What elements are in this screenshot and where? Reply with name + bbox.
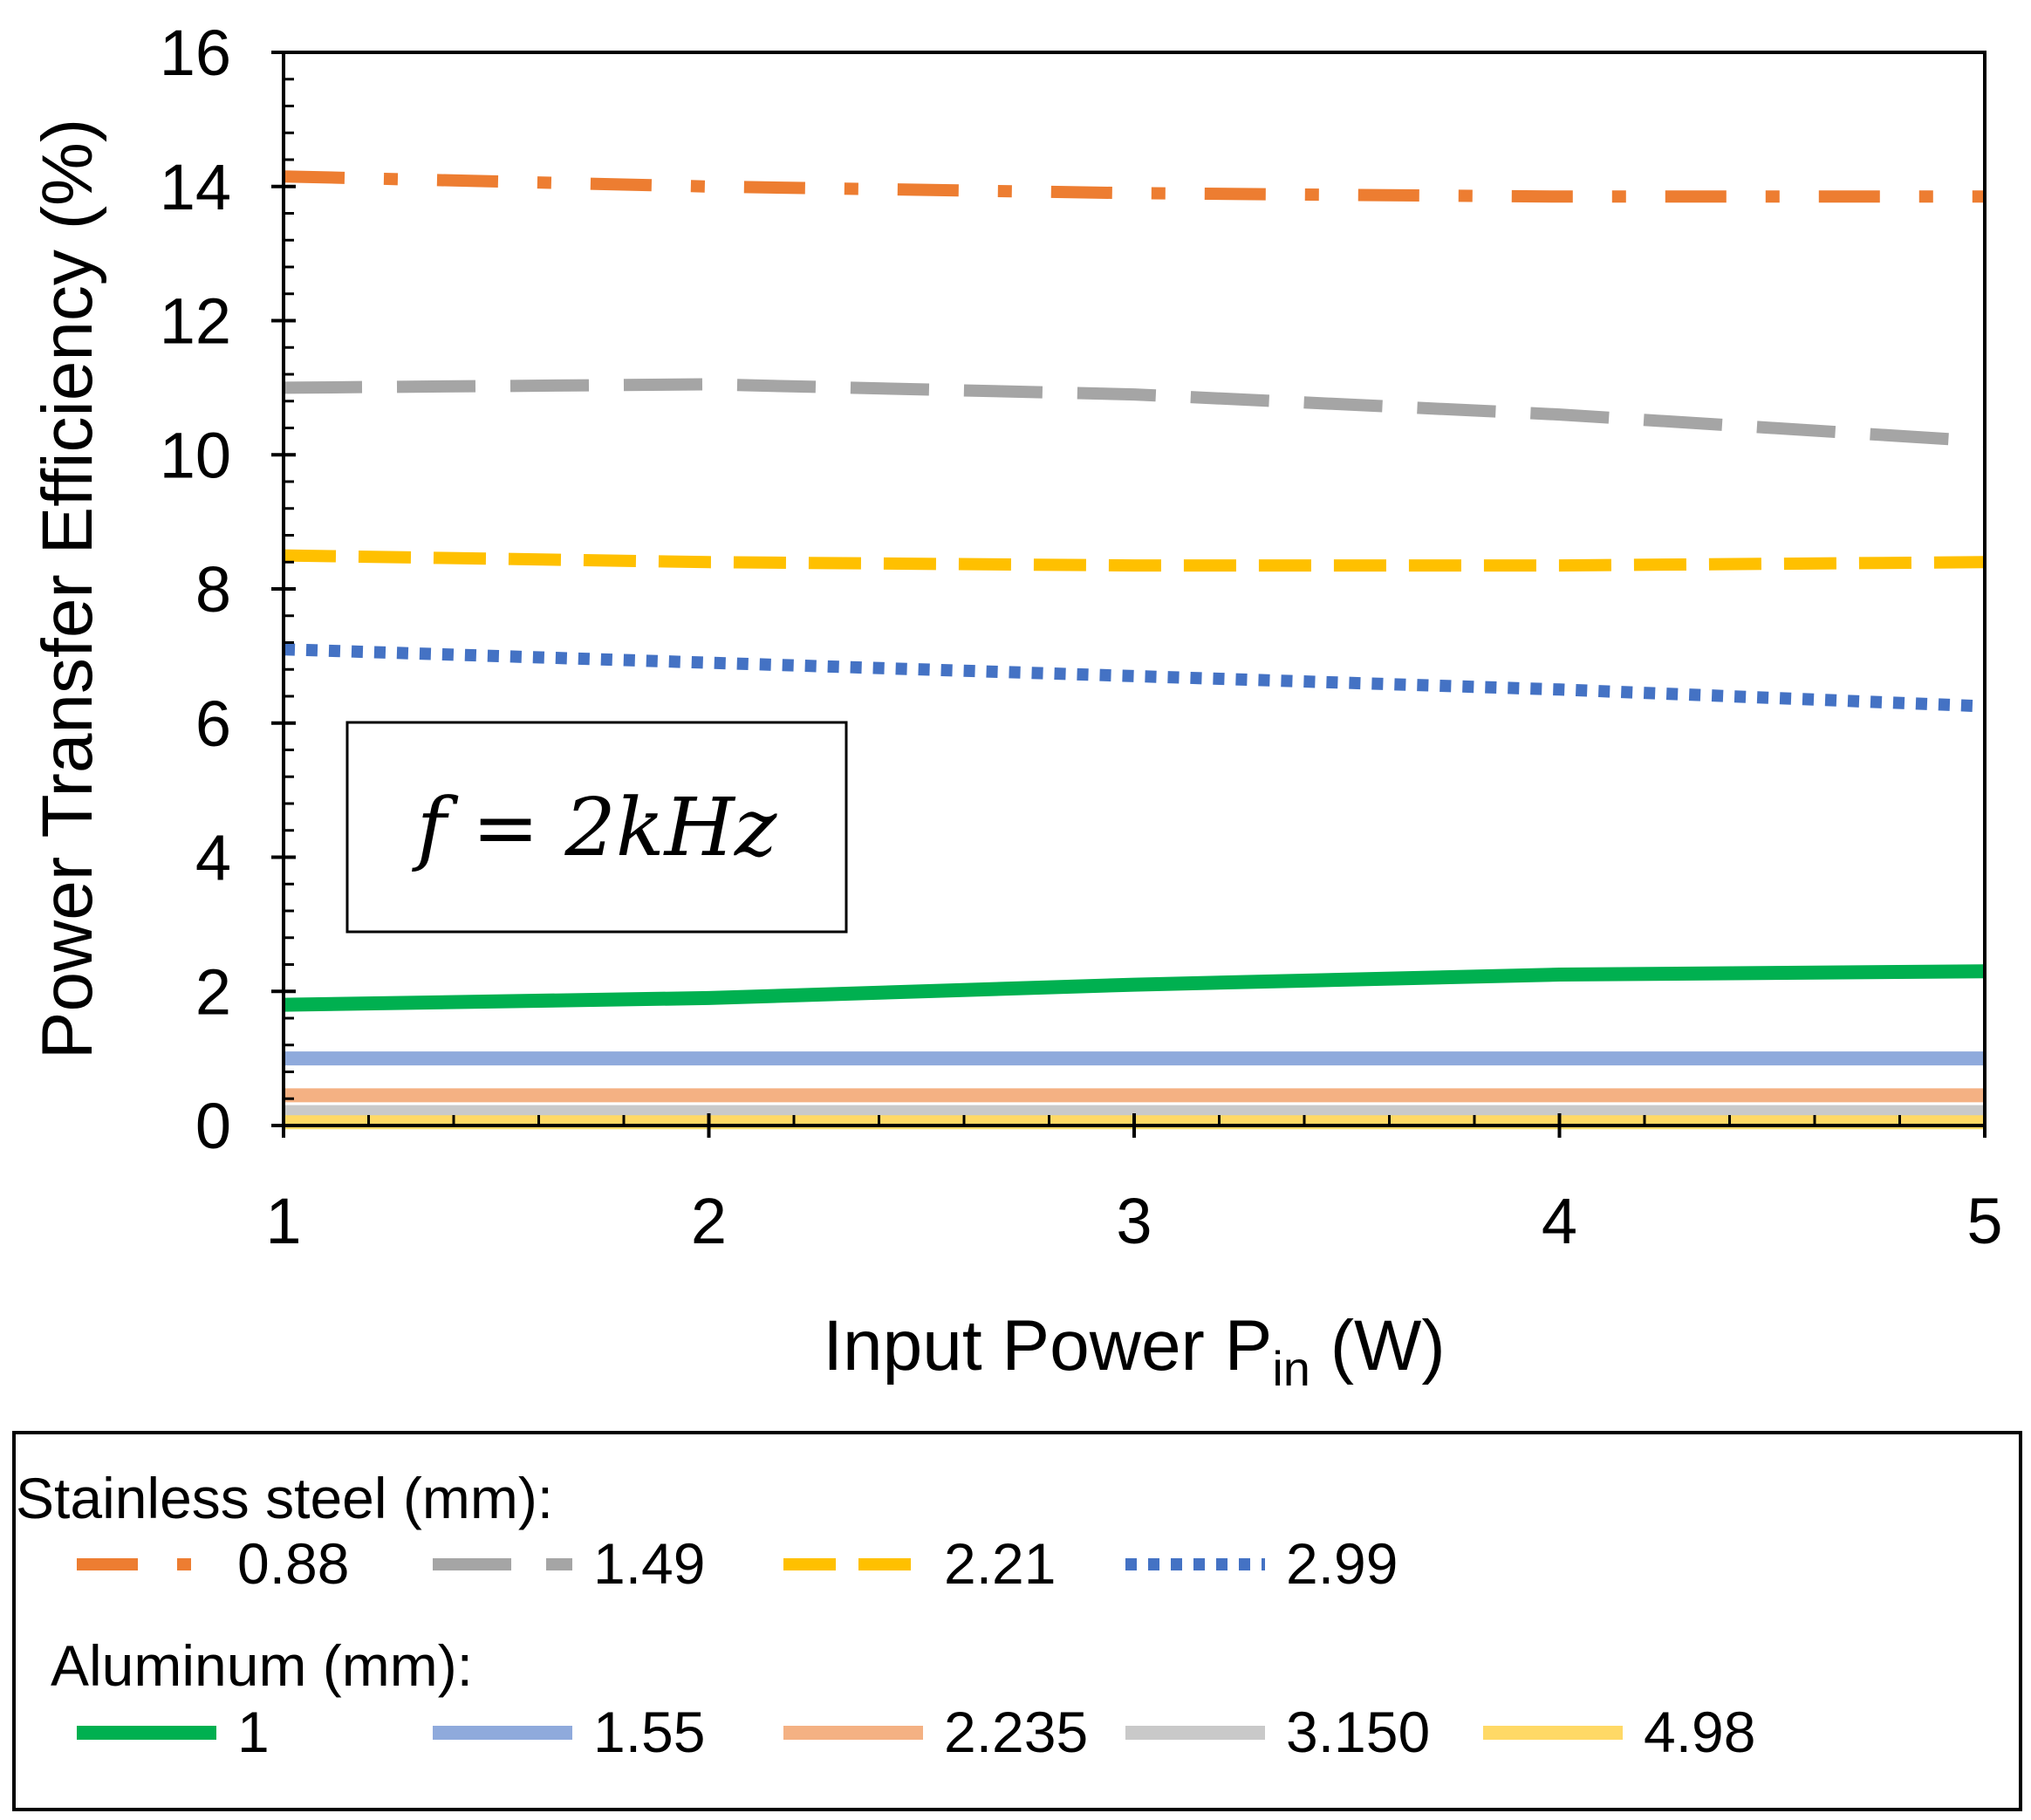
x-axis-title-unit: (W) — [1310, 1306, 1446, 1386]
y-tick-label: 10 — [160, 419, 231, 491]
y-tick-label: 14 — [160, 151, 231, 223]
legend-label-0-88: 0.88 — [237, 1531, 349, 1596]
legend-label-1-49: 1.49 — [593, 1531, 705, 1596]
x-axis-title: Input Power Pin (W) — [823, 1306, 1445, 1396]
legend-label-3-150: 3.150 — [1286, 1700, 1430, 1764]
y-tick-label: 16 — [160, 17, 231, 89]
annotation-text: f = 2kHz — [412, 781, 777, 874]
legend-frame — [12, 1431, 2022, 1811]
series-layer — [283, 170, 1986, 1130]
series-line-2-21 — [283, 549, 1986, 572]
y-axis-title: Power Transfer Efficiency (%) — [28, 119, 107, 1060]
y-tick-label: 12 — [160, 285, 231, 358]
series-line-1-49 — [283, 378, 1986, 448]
legend-label-2-99: 2.99 — [1286, 1531, 1398, 1596]
x-axis-title-subscript: in — [1272, 1341, 1310, 1396]
y-tick-label: 6 — [195, 688, 231, 760]
series-line-0-88 — [283, 170, 1985, 203]
x-tick-label: 3 — [1116, 1185, 1152, 1257]
legend-label-2-21: 2.21 — [944, 1531, 1056, 1596]
x-tick-label: 5 — [1966, 1185, 2002, 1257]
annotation-frame — [345, 721, 848, 934]
legend-label-1-55: 1.55 — [593, 1700, 705, 1764]
y-tick-label: 0 — [195, 1090, 231, 1162]
y-tick-label: 2 — [195, 955, 231, 1028]
x-tick-label: 4 — [1542, 1185, 1577, 1257]
legend-group-label: Stainless steel (mm): — [16, 1466, 553, 1530]
legend-label-2-235: 2.235 — [944, 1700, 1088, 1764]
y-tick-label: 8 — [195, 553, 231, 626]
legend-label-1: 1 — [237, 1700, 270, 1764]
x-axis-title-main: Input Power P — [823, 1306, 1272, 1386]
legend-label-4-98: 4.98 — [1644, 1700, 1755, 1764]
plot-area-frame — [282, 51, 1987, 1127]
series-line-2-99 — [283, 643, 1986, 713]
x-tick-label: 1 — [265, 1185, 301, 1257]
legend-group-label: Aluminum (mm): — [51, 1633, 473, 1698]
x-tick-label: 2 — [691, 1185, 727, 1257]
annotation-box: f = 2kHz — [345, 721, 848, 934]
legend: Stainless steel (mm): Aluminum (mm): 0.88 1… — [16, 1466, 1755, 1764]
y-tick-label: 4 — [195, 822, 231, 894]
series-line-1 — [283, 964, 1986, 1012]
